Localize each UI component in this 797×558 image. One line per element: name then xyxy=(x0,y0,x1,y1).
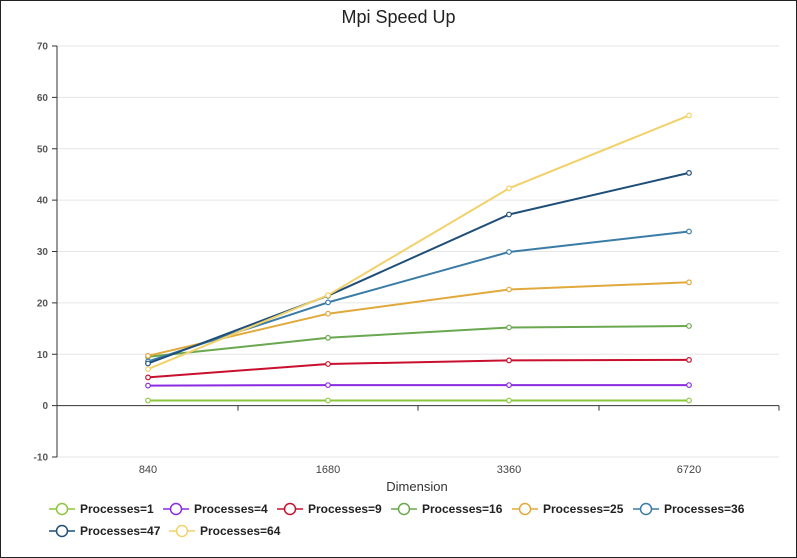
data-point xyxy=(686,323,692,329)
series-line xyxy=(147,114,690,371)
legend-swatch-marker xyxy=(639,502,653,516)
series-line xyxy=(147,325,690,358)
series-line xyxy=(147,384,689,387)
data-point xyxy=(506,382,512,389)
series-processes-9 xyxy=(145,357,692,381)
data-point xyxy=(686,279,692,286)
legend-swatch-marker xyxy=(169,502,183,516)
data-point xyxy=(145,360,151,367)
legend-label: Processes=9 xyxy=(308,502,382,516)
data-point xyxy=(506,286,512,293)
data-point xyxy=(325,361,331,367)
legend-label: Processes=4 xyxy=(194,502,268,516)
data-point xyxy=(506,357,512,364)
legend-item: Processes=64 xyxy=(169,524,281,538)
data-point xyxy=(506,397,512,404)
y-tick-label: 60 xyxy=(37,93,49,104)
series-line xyxy=(147,358,690,379)
data-point xyxy=(325,299,331,306)
legend-item: Processes=47 xyxy=(49,524,161,538)
legend-item: Processes=4 xyxy=(163,502,268,516)
series-processes-25 xyxy=(145,279,692,359)
legend-swatch-marker xyxy=(175,524,189,538)
data-point xyxy=(325,310,331,317)
legend-label: Processes=25 xyxy=(543,502,624,516)
x-tick-label: 3360 xyxy=(497,464,521,476)
data-point xyxy=(686,169,692,176)
data-point xyxy=(145,382,151,389)
series-processes-36 xyxy=(145,228,692,365)
legend-label: Processes=1 xyxy=(80,502,154,516)
data-point xyxy=(325,397,331,404)
data-point xyxy=(506,211,512,218)
y-tick-label: 40 xyxy=(37,196,49,207)
series-lines xyxy=(145,112,692,404)
chart-title: Mpi Speed Up xyxy=(341,7,456,27)
data-point xyxy=(145,352,151,359)
legend-swatch-marker xyxy=(283,502,297,516)
legend-swatch-marker xyxy=(518,502,532,516)
legend-swatch-marker xyxy=(55,502,69,516)
x-axis-title: Dimension xyxy=(386,479,447,494)
legend-item: Processes=25 xyxy=(512,502,624,516)
legend: Processes=1 Processes=4 Processes=9 Process… xyxy=(49,502,745,538)
series-line xyxy=(147,171,690,365)
x-tick-label: 840 xyxy=(139,464,157,476)
series-line xyxy=(147,281,690,357)
data-point xyxy=(325,334,331,341)
data-point xyxy=(325,382,331,389)
x-tick-label: 1680 xyxy=(316,464,340,476)
series-processes-4 xyxy=(145,382,692,389)
legend-label: Processes=47 xyxy=(80,524,161,538)
legend-swatch-marker xyxy=(55,524,69,538)
legend-item: Processes=16 xyxy=(391,502,503,516)
legend-item: Processes=36 xyxy=(633,502,745,516)
y-tick-label: 20 xyxy=(37,298,49,309)
data-point xyxy=(325,292,331,299)
legend-swatch-marker xyxy=(397,502,411,516)
series-processes-1 xyxy=(145,397,692,404)
legend-label: Processes=64 xyxy=(200,524,281,538)
data-point xyxy=(506,324,512,331)
series-processes-64 xyxy=(145,112,692,373)
data-point xyxy=(506,249,512,255)
data-point xyxy=(686,357,692,363)
legend-label: Processes=36 xyxy=(664,502,745,516)
data-point xyxy=(686,382,692,389)
legend-label: Processes=16 xyxy=(422,502,503,516)
y-tick-label: 30 xyxy=(37,247,49,258)
data-point xyxy=(145,374,151,381)
y-tick-label: -10 xyxy=(34,453,49,464)
data-point xyxy=(506,185,512,192)
gridlines xyxy=(57,45,779,458)
legend-item: Processes=1 xyxy=(49,502,154,516)
y-tick-label: 50 xyxy=(37,144,49,155)
y-tick-label: 70 xyxy=(37,42,49,53)
data-point xyxy=(686,397,692,404)
series-line xyxy=(147,230,690,363)
axes: -10 0 10 20 30 40 50 60 70 840 1680 3360 6720 Dimensi… xyxy=(34,42,780,494)
y-tick-label: 0 xyxy=(42,401,48,412)
data-point xyxy=(686,112,692,119)
data-point xyxy=(145,366,151,373)
y-tick-label: 10 xyxy=(37,350,49,361)
legend-item: Processes=9 xyxy=(277,502,382,516)
data-point xyxy=(145,397,151,404)
data-point xyxy=(686,228,692,235)
x-tick-label: 6720 xyxy=(677,464,701,476)
